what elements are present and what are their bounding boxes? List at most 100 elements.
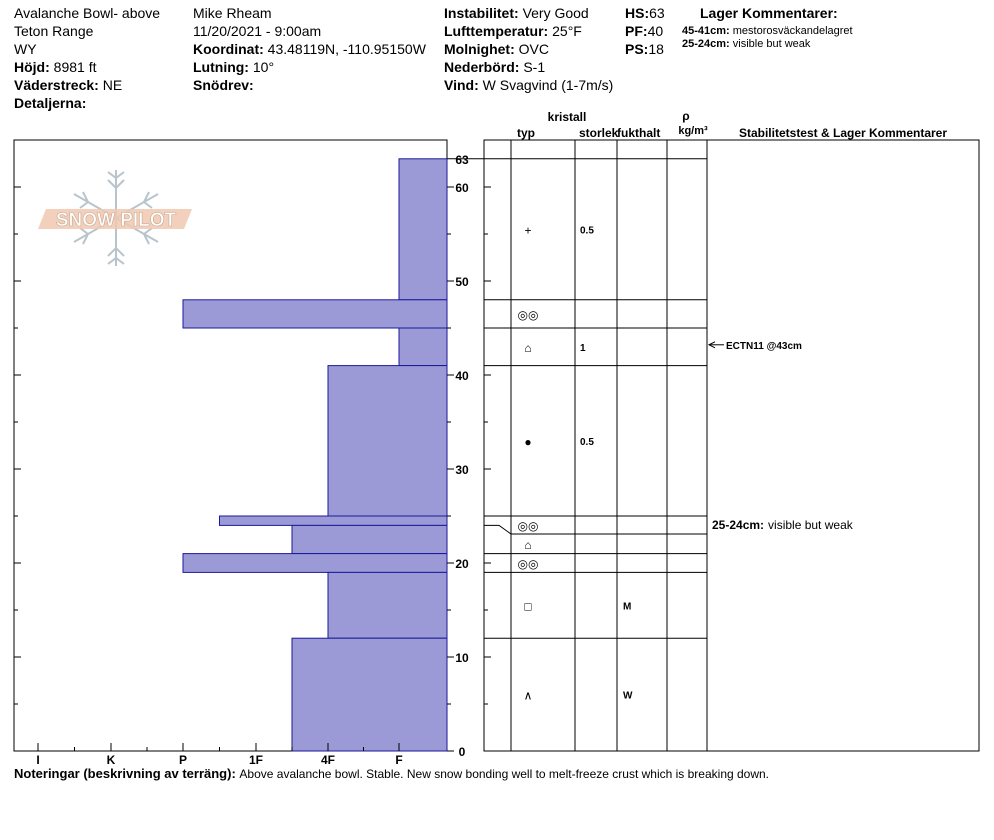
aspect-value: NE [102,77,123,93]
col-stability: Stabilitetstest & Lager Kommentarer [739,126,947,140]
details-label: Detaljerna: [14,95,87,111]
col-rho: ρ [682,109,689,123]
coord-label: Koordinat: [193,41,264,57]
layer-comments-title: Lager Kommentarer: [700,5,838,21]
layer-type-symbol: ● [524,435,531,449]
drift-label: Snödrev: [193,77,254,93]
coord-row: Koordinat: 43.48119N, -110.95150W [193,40,426,58]
elevation-row: Höjd: 8981 ft [14,58,96,76]
aspect-label: Väderstreck: [14,77,99,93]
comment-depth: 25-24cm: [712,518,764,532]
layer-moisture: W [623,691,633,702]
hardness-bar [327,365,448,517]
airtemp-label: Lufttemperatur: [444,23,549,39]
layer-table-frame [483,139,980,752]
hs-row: HS:63 [625,4,665,22]
state: WY [14,41,37,57]
layer-size: 0.5 [580,437,594,448]
layer-type-symbol: + [524,223,531,237]
location: Avalanche Bowl- above [14,5,161,21]
slope-row: Lutning: 10° [193,58,274,76]
col-moisture: fukthalt [617,126,660,140]
hs-tick-label: 63 [455,153,469,167]
slope-label: Lutning: [193,59,249,75]
wind-value: W Svagvind (1-7m/s) [482,77,614,93]
range: Teton Range [14,23,94,39]
elevation-value: 8981 ft [53,59,97,75]
slope-value: 10° [252,59,275,75]
aspect-row: Väderstreck: NE [14,76,122,94]
layer-type-symbol: ◎◎ [518,557,539,571]
hardness-bar [219,515,448,526]
layer-comment-depth: 45-41cm: [682,25,730,37]
footer-notes: Noteringar (beskrivning av terräng): Abo… [14,766,769,781]
layer-type-symbol: ◎◎ [518,519,539,533]
hs-value: 63 [649,5,665,21]
comment-text: visible but weak [768,518,854,532]
y-tick-label: 50 [455,275,469,289]
ps-row: PS:18 [625,40,664,58]
logo: SNOW PILOT [38,209,192,231]
hardness-bar [398,327,448,367]
hs-label: HS: [625,5,650,21]
logo-text: SNOW PILOT [56,210,177,231]
col-density-unit: kg/m³ [678,125,708,137]
hardness-bar [291,524,448,555]
hardness-bar [327,571,448,639]
footer-text: Above avalanche bowl. Stable. New snow b… [239,767,770,781]
y-tick-label: 0 [459,745,466,759]
layer-size: 0.5 [580,225,594,236]
stability-value: Very Good [522,5,589,21]
stability-row: Instabilitet: Very Good [444,4,589,22]
layer-comment: 45-41cm: mestorosväckandelagret [682,24,853,38]
x-tick-label: 1F [249,753,263,767]
layer-comment-text: mestorosväckandelagret [732,25,853,37]
layer-comment: 25-24cm: visible but weak [682,37,810,51]
coord-value: 43.48119N, -110.95150W [267,41,426,57]
ps-value: 18 [648,41,664,57]
x-tick-label: P [179,753,187,767]
layer-type-symbol: ◎◎ [518,308,539,322]
x-tick-label: K [107,753,116,767]
hardness-bar [291,637,448,752]
x-tick-label: I [36,753,39,767]
pf-value: 40 [647,23,664,39]
y-tick-label: 30 [455,463,469,477]
pf-row: PF:40 [625,22,663,40]
layer-size: 1 [580,343,586,354]
y-tick-label: 40 [455,369,469,383]
col-type: typ [517,126,535,140]
observer: Mike Rheam [193,5,272,21]
col-size: storlek [579,126,619,140]
layer-type-symbol: ∧ [524,689,533,703]
layer-comment-entry: 25-24cm: visible but weak [712,518,854,532]
footer-label: Noteringar (beskrivning av terräng): [14,766,236,781]
wind-row: Vind: W Svagvind (1-7m/s) [444,76,613,94]
drift-row: Snödrev: [193,76,254,94]
layer-type-symbol: ⌂ [524,341,531,355]
col-crystal: kristall [548,110,587,124]
y-tick-label: 10 [455,651,469,665]
layer-type-symbol: □ [524,599,531,613]
layer-connector [484,524,512,535]
test-label: ECTN11 @43cm [726,341,802,352]
hardness-bar [398,158,448,301]
precip-row: Nederbörd: S-1 [444,58,545,76]
sky-value: OVC [518,41,549,57]
layer-comment-text: visible but weak [732,38,811,50]
y-tick-label: 60 [455,181,469,195]
precip-label: Nederbörd: [444,59,520,75]
y-tick-label: 20 [455,557,469,571]
airtemp-value: 25°F [552,23,582,39]
stability-label: Instabilitet: [444,5,519,21]
elevation-label: Höjd: [14,59,50,75]
sky-label: Molnighet: [444,41,515,57]
hardness-bar [182,299,448,329]
ps-label: PS: [625,41,649,57]
x-tick-label: 4F [321,753,335,767]
pf-label: PF: [625,23,648,39]
layer-type-symbol: ⌂ [524,538,531,552]
datetime: 11/20/2021 - 9:00am [193,23,322,39]
x-tick-label: F [395,753,402,767]
